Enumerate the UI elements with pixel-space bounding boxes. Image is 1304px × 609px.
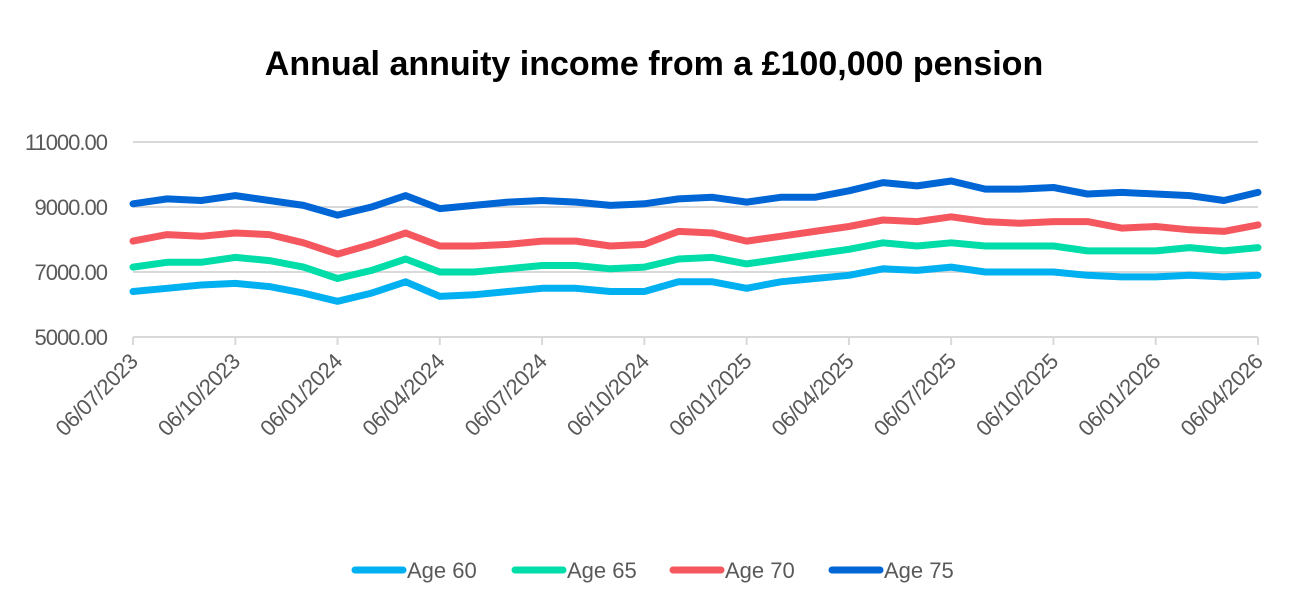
series-line-age-60 (129, 263, 1262, 305)
y-tick-label: 7000.00 (34, 260, 107, 285)
legend-item: Age 75 (828, 558, 954, 583)
series-line-age-75 (129, 177, 1262, 219)
x-tick-label: 06/04/2026 (1176, 349, 1268, 441)
x-tick-label: 06/10/2025 (971, 349, 1063, 441)
legend-item: Age 70 (669, 558, 795, 583)
x-tick-label: 06/07/2023 (51, 349, 143, 441)
legend-label: Age 75 (884, 558, 954, 583)
y-tick-label: 5000.00 (34, 325, 107, 350)
x-tick-label: 06/07/2025 (869, 349, 961, 441)
legend-item: Age 60 (351, 558, 477, 583)
chart-title: Annual annuity income from a £100,000 pe… (265, 45, 1043, 83)
y-tick-label: 9000.00 (34, 195, 107, 220)
x-tick-label: 06/07/2024 (460, 349, 552, 441)
series-line-age-70 (129, 213, 1262, 258)
series-line-age-65 (129, 239, 1262, 282)
legend-label: Age 70 (725, 558, 795, 583)
x-tick-label: 06/04/2024 (357, 349, 449, 441)
x-tick-label: 06/01/2025 (664, 349, 756, 441)
x-tick-label: 06/10/2023 (153, 349, 245, 441)
legend-label: Age 65 (567, 558, 637, 583)
legend-label: Age 60 (407, 558, 477, 583)
x-tick-label: 06/01/2024 (255, 349, 347, 441)
x-tick-label: 06/10/2024 (562, 349, 654, 441)
x-tick-label: 06/04/2025 (766, 349, 858, 441)
x-tick-label: 06/01/2026 (1073, 349, 1165, 441)
legend-item: Age 65 (511, 558, 637, 583)
y-tick-label: 11000.00 (25, 130, 108, 155)
